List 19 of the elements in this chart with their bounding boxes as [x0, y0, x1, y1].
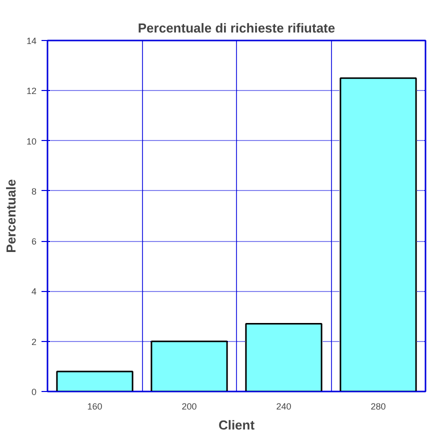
- bar: [56, 370, 134, 392]
- x-axis-title: Client: [218, 418, 256, 432]
- x-tick-label: 160: [87, 402, 102, 412]
- y-tick-label: 14: [26, 36, 37, 46]
- bar: [150, 340, 228, 392]
- y-tick-label: 10: [26, 136, 37, 146]
- y-tick-label: 12: [26, 86, 37, 96]
- y-tick-label: 0: [31, 387, 37, 397]
- y-tick-label: 2: [31, 336, 37, 347]
- y-tick-label: 4: [31, 286, 37, 297]
- chart-title: Percentuale di richieste rifiutate: [138, 20, 336, 36]
- x-tick-label: 200: [182, 402, 197, 412]
- bar: [340, 77, 417, 392]
- y-tick-label: 8: [31, 186, 37, 196]
- y-axis-title: Percentuale: [3, 179, 18, 253]
- x-tick-label: 240: [276, 402, 292, 412]
- x-tick-label: 280: [370, 402, 386, 412]
- y-tick-label: 6: [31, 236, 37, 247]
- bar: [245, 323, 322, 392]
